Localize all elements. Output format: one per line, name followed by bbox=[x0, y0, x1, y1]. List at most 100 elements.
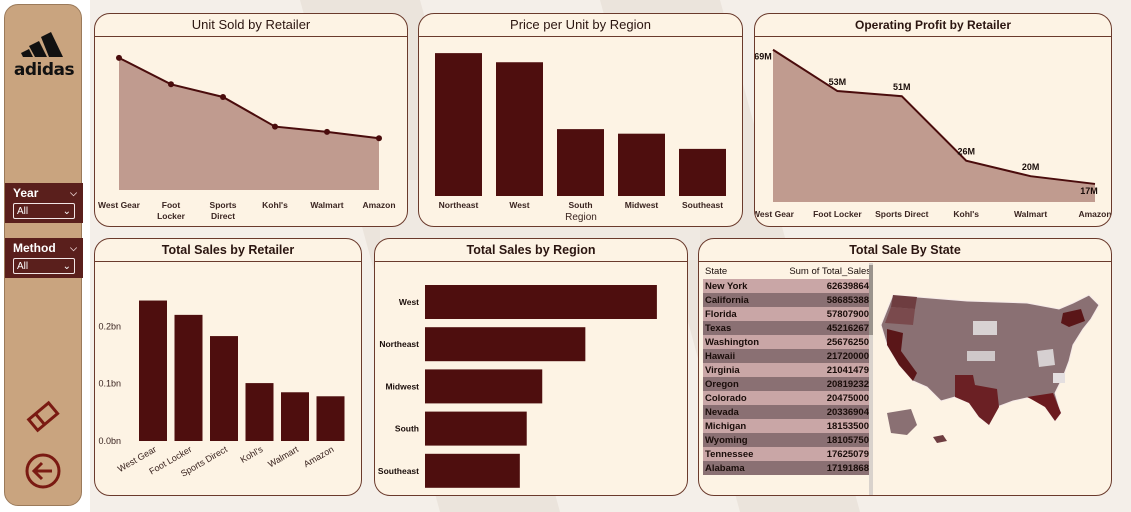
table-row[interactable]: New York 62639864 bbox=[703, 279, 871, 293]
state-alaska bbox=[887, 409, 917, 435]
table-row[interactable]: Florida 57807900 bbox=[703, 307, 871, 321]
y-tick-label: 0.2bn bbox=[98, 321, 121, 331]
data-point bbox=[376, 135, 382, 142]
table-row[interactable]: Virginia 21041479 bbox=[703, 363, 871, 377]
table-cell-total-sales: 18105750 bbox=[826, 434, 869, 446]
table-cell-total-sales: 20819232 bbox=[826, 378, 869, 390]
y-tick-label: South bbox=[395, 424, 419, 434]
table-cell-state: New York bbox=[705, 280, 748, 292]
table-cell-state: Wyoming bbox=[705, 434, 748, 446]
state-highlight-light-4 bbox=[1053, 373, 1065, 383]
brand-logo: adidas bbox=[11, 27, 77, 80]
op-profit-chart: 69M West Gear 53M Foot Locker 51M Sports Dire… bbox=[755, 48, 1111, 219]
bar bbox=[435, 53, 482, 197]
scroll-thumb[interactable] bbox=[869, 265, 873, 335]
year-dropdown[interactable]: All ⌄ bbox=[13, 203, 75, 219]
table-cell-total-sales: 21720000 bbox=[826, 350, 869, 362]
price-unit-card: Price per Unit by Region Northeast West So… bbox=[418, 13, 743, 227]
brand-logo-text: adidas bbox=[13, 60, 75, 80]
table-row[interactable]: Hawaii 21720000 bbox=[703, 349, 871, 363]
total-sales-retailer-title: Total Sales by Retailer bbox=[95, 239, 361, 262]
column-header-total-sales[interactable]: Sum of Total_Sales bbox=[789, 265, 871, 277]
bar bbox=[245, 383, 274, 441]
table-cell-total-sales: 17625079 bbox=[826, 448, 869, 460]
x-tick-label: West Gear bbox=[98, 200, 141, 210]
state-oregon bbox=[885, 307, 915, 325]
y-tick-label: West bbox=[399, 297, 419, 307]
table-row[interactable]: Michigan 18153500 bbox=[703, 419, 871, 433]
y-tick-label: Southeast bbox=[378, 466, 419, 476]
data-point bbox=[116, 54, 122, 61]
eraser-icon[interactable] bbox=[23, 398, 63, 438]
op-profit-title: Operating Profit by Retailer bbox=[755, 14, 1111, 37]
table-row[interactable]: Washington 25676250 bbox=[703, 335, 871, 349]
x-tick-label: Amazon bbox=[362, 200, 395, 210]
table-scrollbar[interactable] bbox=[869, 263, 873, 495]
state-highlight-light-1 bbox=[973, 321, 997, 335]
state-highlight-light-3 bbox=[1037, 349, 1055, 367]
bar bbox=[281, 392, 309, 441]
state-florida bbox=[1027, 393, 1061, 421]
data-point bbox=[168, 81, 174, 88]
table-row[interactable]: Tennessee 17625079 bbox=[703, 447, 871, 461]
data-label: 51M bbox=[893, 82, 911, 92]
x-tick-label: Kohl's bbox=[262, 200, 288, 210]
x-tick-label: Southeast bbox=[682, 200, 723, 210]
table-cell-total-sales: 25676250 bbox=[826, 336, 869, 348]
x-tick-label: Midwest bbox=[625, 200, 659, 210]
table-cell-state: Florida bbox=[705, 308, 737, 320]
column-header-state[interactable]: State bbox=[705, 265, 728, 277]
chevron-down-icon: ⌄ bbox=[62, 205, 71, 217]
back-arrow-icon[interactable] bbox=[23, 451, 63, 491]
table-cell-state: Alabama bbox=[705, 462, 745, 474]
x-tick-label: Kohl's bbox=[239, 444, 265, 465]
table-cell-total-sales: 62639864 bbox=[826, 280, 869, 292]
table-row[interactable]: California 58685388 bbox=[703, 293, 871, 307]
method-slicer-label: Method bbox=[13, 241, 56, 255]
state-hawaii bbox=[933, 435, 947, 443]
us-map[interactable] bbox=[877, 289, 1109, 449]
table-cell-total-sales: 20336904 bbox=[826, 406, 869, 418]
sidebar: adidas Year ⌵ All ⌄ Method ⌵ All ⌄ bbox=[4, 4, 83, 506]
table-cell-total-sales: 18153500 bbox=[826, 420, 869, 432]
x-tick-label: Amazon bbox=[1078, 209, 1111, 219]
data-label: 20M bbox=[1022, 162, 1040, 172]
table-row[interactable]: Colorado 20475000 bbox=[703, 391, 871, 405]
y-tick-label: Midwest bbox=[385, 381, 419, 391]
bar bbox=[316, 396, 345, 441]
x-tick-label: Foot Locker bbox=[813, 209, 862, 219]
table-body: New York 62639864 California 58685388 Florid… bbox=[703, 279, 871, 475]
x-tick-label: Foot bbox=[162, 200, 181, 210]
state-california bbox=[887, 329, 917, 381]
table-row[interactable]: Oregon 20819232 bbox=[703, 377, 871, 391]
state-washington bbox=[891, 295, 917, 309]
method-slicer[interactable]: Method ⌵ All ⌄ bbox=[5, 238, 83, 278]
data-label: 53M bbox=[829, 77, 847, 87]
table-cell-total-sales: 21041479 bbox=[826, 364, 869, 376]
total-sales-retailer-card: Total Sales by Retailer 0.0bn 0.1bn 0.2bn W… bbox=[94, 238, 362, 496]
x-tick-label: Amazon bbox=[302, 444, 336, 469]
x-tick-label: West Gear bbox=[755, 209, 795, 219]
table-cell-total-sales: 57807900 bbox=[826, 308, 869, 320]
unit-sold-card: Unit Sold by Retailer West Gear Foot Locke… bbox=[94, 13, 408, 227]
x-tick-label: Walmart bbox=[310, 200, 343, 210]
table-row[interactable]: Wyoming 18105750 bbox=[703, 433, 871, 447]
bar bbox=[679, 148, 726, 196]
x-tick-label: Sports bbox=[210, 200, 237, 210]
bar bbox=[425, 453, 520, 488]
bar bbox=[425, 411, 527, 446]
method-dropdown-value: All bbox=[17, 260, 29, 272]
table-row[interactable]: Texas 45216267 bbox=[703, 321, 871, 335]
state-sales-table[interactable]: State Sum of Total_Sales New York 6263986… bbox=[703, 263, 871, 475]
year-slicer[interactable]: Year ⌵ All ⌄ bbox=[5, 183, 83, 223]
year-dropdown-value: All bbox=[17, 205, 29, 217]
y-tick-label: 0.0bn bbox=[98, 436, 121, 446]
table-cell-total-sales: 20475000 bbox=[826, 392, 869, 404]
bar bbox=[425, 327, 586, 362]
table-row[interactable]: Nevada 20336904 bbox=[703, 405, 871, 419]
chevron-down-icon: ⌵ bbox=[70, 242, 77, 253]
table-row[interactable]: Alabama 17191868 bbox=[703, 461, 871, 475]
total-sales-region-card: Total Sales by Region West Northeast Midwe… bbox=[374, 238, 688, 496]
method-dropdown[interactable]: All ⌄ bbox=[13, 258, 75, 274]
data-label: 69M bbox=[755, 52, 772, 62]
